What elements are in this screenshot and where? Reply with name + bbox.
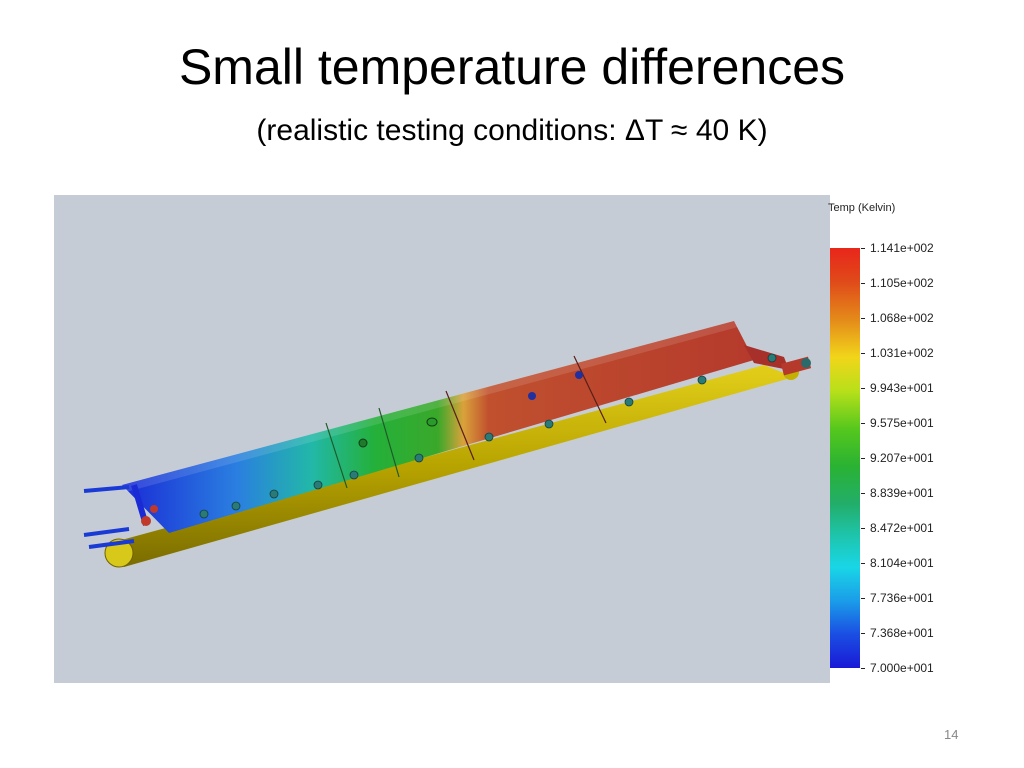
right-end-fitting — [780, 356, 812, 376]
slide-subtitle: (realistic testing conditions: ΔT ≈ 40 K… — [256, 114, 768, 147]
left-end-fittings — [83, 484, 158, 549]
legend-tick: 1.105e+002 — [870, 276, 934, 290]
top-plate — [122, 321, 789, 533]
edge-bolts — [199, 353, 777, 519]
legend-tick: 1.068e+002 — [870, 311, 934, 325]
legend-tick: 7.000e+001 — [870, 661, 934, 675]
legend-tick: 7.368e+001 — [870, 626, 934, 640]
slide-title: Small temperature differences — [178, 39, 846, 95]
legend-tick: 1.141e+002 — [870, 241, 934, 255]
legend-tick: 9.943e+001 — [870, 381, 934, 395]
legend-tick: 9.207e+001 — [870, 451, 934, 465]
legend-tick: 8.839e+001 — [870, 486, 934, 500]
legend-tick: 7.736e+001 — [870, 591, 934, 605]
thermal-simulation-render — [83, 321, 812, 568]
legend-title: Temp (Kelvin) — [828, 202, 896, 214]
legend-tick: 1.031e+002 — [870, 346, 934, 360]
page-number: 14 — [944, 727, 959, 742]
legend-tick: 9.575e+001 — [870, 416, 934, 430]
simulation-figure: Temp (Kelvin) 1.141e+002 1.105e+002 1.06… — [54, 195, 973, 683]
legend-tick: 8.472e+001 — [870, 521, 934, 535]
temperature-colorbar — [830, 248, 860, 668]
legend-tick: 8.104e+001 — [870, 556, 934, 570]
